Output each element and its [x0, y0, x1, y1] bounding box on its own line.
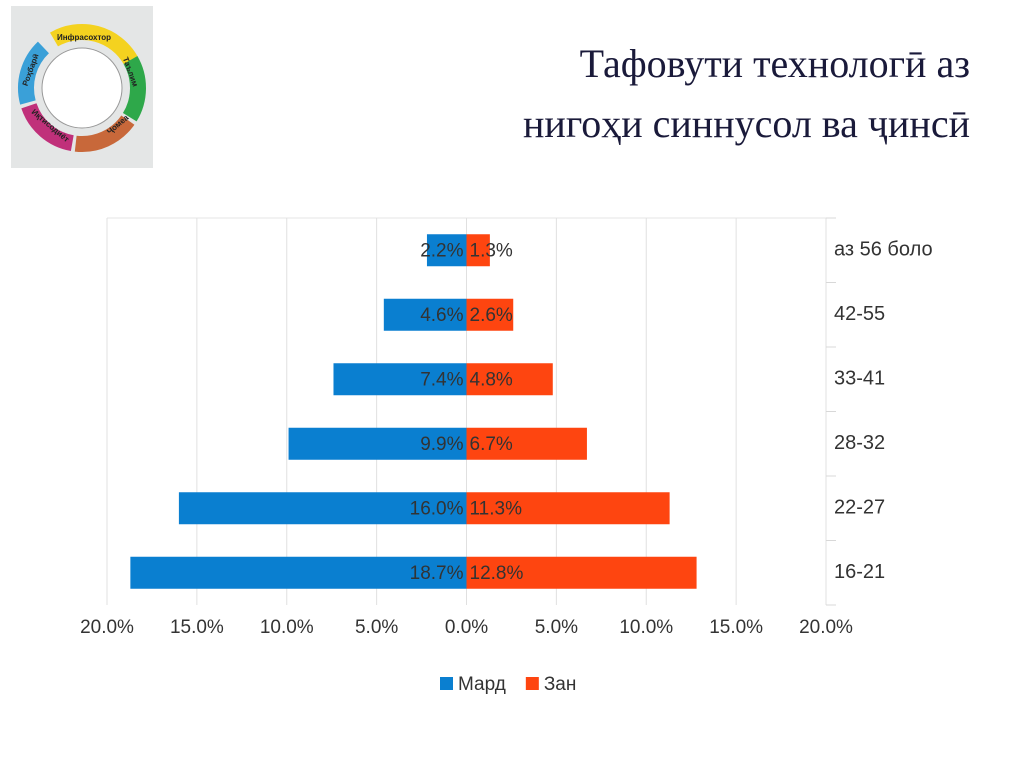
x-tick-label: 10.0% — [619, 617, 673, 638]
x-tick-label: 20.0% — [80, 617, 134, 638]
data-label: 11.3% — [470, 498, 523, 519]
legend-label: Зан — [544, 674, 577, 695]
logo-center — [41, 47, 123, 129]
chart-title: Тафовути технологӣ аз — [580, 41, 970, 86]
bar — [466, 492, 670, 525]
logo-arc — [18, 24, 146, 152]
bar — [288, 427, 467, 460]
x-tick-label: 15.0% — [170, 617, 224, 638]
bar — [466, 556, 697, 589]
data-label: 7.4% — [420, 369, 463, 390]
logo-text: Инфрасохтор — [57, 33, 111, 42]
bar — [426, 234, 467, 267]
x-tick-label: 5.0% — [535, 617, 578, 638]
data-label: 1.3% — [470, 240, 513, 261]
bar — [178, 492, 467, 525]
logo-arc — [18, 24, 146, 152]
category-label: 22-27 — [834, 497, 885, 519]
data-label: 2.6% — [470, 305, 513, 326]
bar — [466, 298, 514, 331]
bar — [333, 363, 467, 396]
logo-arc — [17, 24, 146, 152]
data-label: 2.2% — [420, 240, 463, 261]
x-tick-label: 10.0% — [260, 617, 314, 638]
bar — [466, 234, 490, 267]
legend-swatch — [440, 677, 453, 690]
bar — [466, 427, 587, 460]
category-label: 28-32 — [834, 432, 885, 454]
data-label: 6.7% — [470, 434, 513, 455]
x-tick-label: 15.0% — [709, 617, 763, 638]
data-label: 4.6% — [420, 305, 463, 326]
data-label: 16.0% — [410, 498, 464, 519]
data-label: 18.7% — [410, 563, 464, 584]
legend-swatch — [525, 677, 539, 690]
category-label: 16-21 — [834, 561, 885, 583]
data-label: 9.9% — [420, 434, 463, 455]
bar — [130, 556, 467, 589]
legend-label: Мард — [458, 674, 506, 695]
logo-arc — [18, 24, 146, 152]
logo: Инфрасохтор Таълим Ҷомеа Иқтисодиёт Роҳб… — [11, 6, 153, 168]
category-label: 33-41 — [834, 368, 885, 390]
category-label: аз 56 боло — [834, 239, 933, 261]
x-tick-label: 20.0% — [799, 617, 853, 638]
bar — [383, 298, 467, 331]
bar — [466, 363, 553, 396]
data-label: 12.8% — [470, 563, 524, 584]
x-tick-label: 5.0% — [355, 617, 398, 638]
x-tick-label: 0.0% — [445, 617, 488, 638]
data-label: 4.8% — [470, 369, 513, 390]
chart-title: нигоҳи синнусол ва ҷинсӣ — [523, 101, 970, 146]
category-label: 42-55 — [834, 303, 885, 325]
